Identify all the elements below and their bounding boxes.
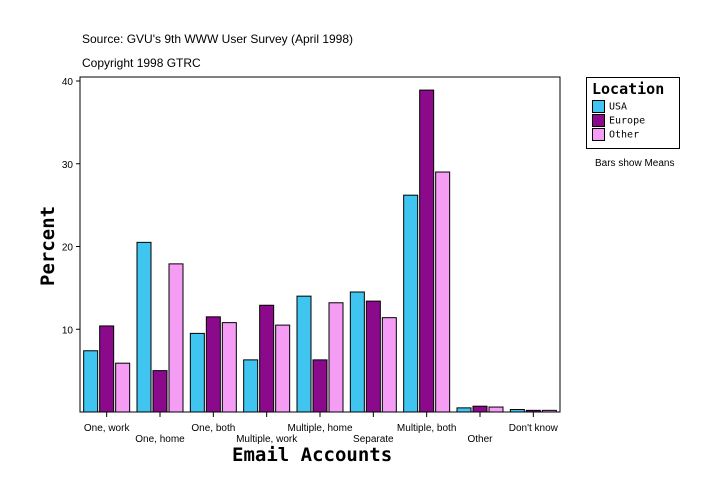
legend-item-europe: Europe xyxy=(592,114,646,127)
legend-label: USA xyxy=(609,101,628,113)
x-tick-label: Multiple, both xyxy=(397,423,456,434)
bar-other xyxy=(115,362,131,413)
bar-other xyxy=(541,409,557,413)
y-tick-label: 10 xyxy=(62,325,74,336)
bar-other xyxy=(275,324,291,413)
x-tick-label: Don't know xyxy=(509,423,559,434)
x-tick-label: One, work xyxy=(84,423,131,434)
y-axis-label: Percent xyxy=(37,205,59,286)
bar-usa xyxy=(83,350,99,413)
legend-item-other: Other xyxy=(592,128,640,141)
legend-item-usa: USA xyxy=(592,100,628,113)
note-text: Bars show Means xyxy=(595,158,675,169)
legend: Location USA Europe Other xyxy=(586,77,680,149)
bar-usa xyxy=(456,407,472,413)
x-tick-label: One, both xyxy=(191,423,235,434)
bar-europe xyxy=(472,405,488,413)
legend-swatch xyxy=(592,114,605,127)
bar-usa xyxy=(509,409,525,413)
legend-label: Europe xyxy=(609,115,646,127)
legend-swatch xyxy=(592,128,605,141)
copyright-text: Copyright 1998 GTRC xyxy=(82,56,201,70)
bar-europe xyxy=(205,316,221,413)
bar-other xyxy=(221,322,237,413)
bar-usa xyxy=(403,194,419,413)
y-tick-label: 40 xyxy=(62,77,74,88)
x-tick-label: Multiple, home xyxy=(287,423,352,434)
x-tick-label: One, home xyxy=(135,434,185,445)
y-tick-label: 30 xyxy=(62,160,74,171)
legend-title: Location xyxy=(592,80,665,98)
bar-usa xyxy=(189,332,205,413)
plot-frame xyxy=(79,76,561,413)
source-text: Source: GVU's 9th WWW User Survey (April… xyxy=(82,32,354,46)
bar-usa xyxy=(296,295,312,413)
bar-usa xyxy=(136,241,152,413)
bar-other xyxy=(381,317,397,413)
bar-europe xyxy=(312,359,328,413)
bar-europe xyxy=(419,89,435,413)
bar-other xyxy=(168,263,184,413)
x-tick-label: Multiple, work xyxy=(236,434,298,445)
x-tick-label: Separate xyxy=(353,434,394,445)
bar-other xyxy=(435,171,451,413)
legend-swatch xyxy=(592,100,605,113)
bar-europe xyxy=(259,304,275,413)
bar-usa xyxy=(243,359,259,413)
bar-europe xyxy=(365,300,381,413)
y-tick-label: 20 xyxy=(62,243,74,254)
x-tick-label: Other xyxy=(467,434,493,445)
bar-europe xyxy=(99,325,115,413)
bar-europe xyxy=(152,370,168,413)
bar-other xyxy=(488,406,504,413)
legend-label: Other xyxy=(609,129,640,141)
bar-europe xyxy=(525,409,541,413)
x-axis-label: Email Accounts xyxy=(232,444,393,466)
bar-usa xyxy=(349,291,365,413)
bar-other xyxy=(328,302,344,413)
